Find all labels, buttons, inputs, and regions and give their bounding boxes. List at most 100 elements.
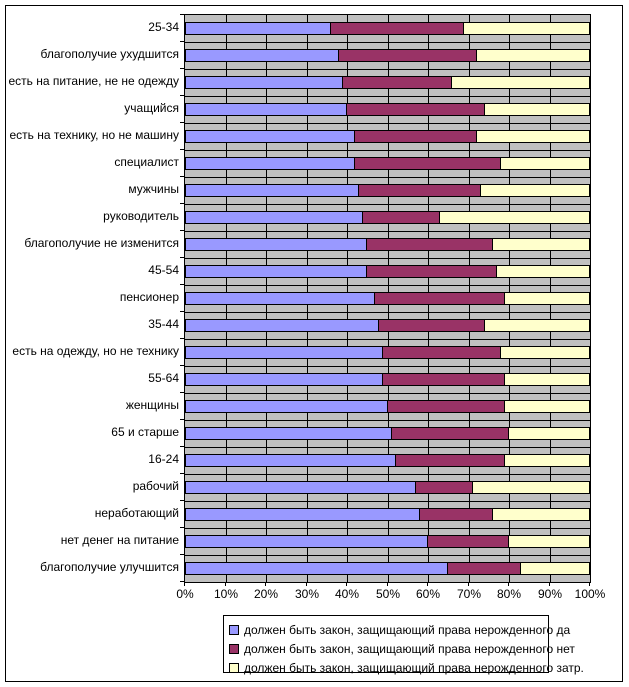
legend-swatch-series-3 — [229, 662, 239, 673]
gridline-horizontal — [185, 366, 590, 367]
bar-segment-series-3 — [520, 562, 590, 575]
bar-segment-series-2 — [346, 103, 485, 116]
category-label: есть на одежду, но не технику — [12, 344, 179, 358]
bar-segment-series-1 — [185, 238, 367, 251]
legend-swatch-series-2 — [229, 643, 239, 654]
x-axis-tick-labels: 0% 10% 20% 30% 40% 50% 60% 70% 80% 90% 100% — [0, 587, 629, 603]
bar-segment-series-2 — [354, 157, 501, 170]
y-axis-tick — [180, 527, 184, 528]
x-axis-tick-label: 100% — [574, 587, 606, 601]
bar-segment-series-2 — [395, 454, 505, 467]
category-label: благополучие улучшится — [40, 560, 179, 574]
category-label: пенсионер — [119, 290, 179, 304]
x-axis-tick-label: 70% — [456, 587, 482, 601]
bar-segment-series-1 — [185, 535, 428, 548]
bar-segment-series-3 — [508, 535, 590, 548]
bar-segment-series-1 — [185, 184, 359, 197]
category-label: учащийся — [124, 101, 179, 115]
bar-segment-series-2 — [330, 22, 464, 35]
y-axis-category-labels: 25-34 благополучие ухудшится есть на питан… — [0, 14, 179, 581]
bar-row — [185, 420, 590, 447]
bar-row — [185, 177, 590, 204]
bar-row — [185, 393, 590, 420]
y-axis-tick — [180, 149, 184, 150]
bar-segment-series-3 — [500, 346, 590, 359]
bar-segment-series-1 — [185, 562, 448, 575]
category-label: рабочий — [132, 479, 179, 493]
bar-row — [185, 42, 590, 69]
gridline-horizontal — [185, 123, 590, 124]
bar-segment-series-1 — [185, 292, 375, 305]
bar-row — [185, 555, 590, 582]
bar-segment-series-1 — [185, 346, 383, 359]
category-label: благополучие ухудшится — [40, 47, 179, 61]
bar-segment-series-2 — [419, 508, 493, 521]
x-axis-tick-label: 60% — [415, 587, 441, 601]
bar-segment-series-2 — [415, 481, 473, 494]
y-axis-tick — [180, 284, 184, 285]
x-axis-tick — [468, 582, 469, 586]
bar-segment-series-2 — [391, 427, 509, 440]
category-label: специалист — [114, 155, 179, 169]
gridline-horizontal — [185, 528, 590, 529]
bar-row — [185, 231, 590, 258]
category-label: нет денег на питание — [60, 533, 179, 547]
bar-segment-series-3 — [504, 292, 590, 305]
bar-segment-series-1 — [185, 22, 331, 35]
bar-row — [185, 258, 590, 285]
bar-row — [185, 501, 590, 528]
bar-row — [185, 474, 590, 501]
y-axis-tick — [180, 473, 184, 474]
y-axis-tick — [180, 41, 184, 42]
y-axis-tick — [180, 230, 184, 231]
x-axis-tick — [387, 582, 388, 586]
bar-row — [185, 15, 590, 42]
y-axis-tick — [180, 68, 184, 69]
bar-segment-series-2 — [366, 265, 497, 278]
x-axis-tick-label: 10% — [213, 587, 239, 601]
x-axis-tick — [184, 582, 185, 586]
bar-segment-series-1 — [185, 508, 420, 521]
gridline-horizontal — [185, 474, 590, 475]
bar-segment-series-3 — [480, 184, 590, 197]
bar-row — [185, 69, 590, 96]
x-axis-tick — [427, 582, 428, 586]
bar-segment-series-1 — [185, 49, 339, 62]
bar-row — [185, 150, 590, 177]
y-axis-tick — [180, 554, 184, 555]
gridline-horizontal — [185, 177, 590, 178]
legend-item: должен быть закон, защищающий права неро… — [229, 658, 584, 677]
legend-swatch-series-1 — [229, 624, 239, 635]
y-axis-tick — [180, 257, 184, 258]
x-axis-tick — [265, 582, 266, 586]
category-label: 35-44 — [148, 317, 179, 331]
bar-segment-series-3 — [451, 76, 590, 89]
bar-segment-series-2 — [387, 400, 505, 413]
gridline-horizontal — [185, 285, 590, 286]
bar-segment-series-3 — [492, 508, 590, 521]
bar-segment-series-2 — [378, 319, 485, 332]
bar-segment-series-1 — [185, 130, 355, 143]
legend-item: должен быть закон, защищающий права неро… — [229, 620, 570, 639]
y-axis-tick — [180, 419, 184, 420]
legend-item: должен быть закон, защищающий права неро… — [229, 639, 575, 658]
bar-segment-series-3 — [439, 211, 590, 224]
category-label: 65 и старше — [111, 425, 179, 439]
category-label: мужчины — [128, 182, 179, 196]
y-axis-tick — [180, 203, 184, 204]
category-label: есть на питание, не не одежду — [8, 74, 179, 88]
category-label: неработающий — [94, 506, 179, 520]
gridline-horizontal — [185, 42, 590, 43]
y-axis-tick — [180, 311, 184, 312]
gridline-horizontal — [185, 501, 590, 502]
bar-segment-series-3 — [508, 427, 590, 440]
bar-segment-series-1 — [185, 157, 355, 170]
bar-segment-series-3 — [463, 22, 590, 35]
x-axis-tick — [346, 582, 347, 586]
bar-segment-series-3 — [472, 481, 590, 494]
bar-segment-series-1 — [185, 481, 416, 494]
bar-segment-series-3 — [484, 103, 590, 116]
x-axis-tick — [589, 582, 590, 586]
gridline-horizontal — [185, 420, 590, 421]
